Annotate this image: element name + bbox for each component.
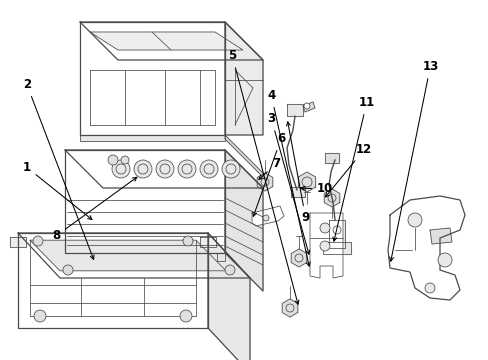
Polygon shape <box>224 22 263 135</box>
Circle shape <box>437 253 451 267</box>
Polygon shape <box>290 187 305 197</box>
Circle shape <box>121 156 129 164</box>
Polygon shape <box>80 22 224 135</box>
Circle shape <box>200 160 218 178</box>
Polygon shape <box>328 220 345 248</box>
Text: 9: 9 <box>286 122 309 224</box>
Circle shape <box>424 283 434 293</box>
Text: 8: 8 <box>52 177 137 242</box>
Polygon shape <box>207 233 249 360</box>
Polygon shape <box>217 253 224 261</box>
Text: 12: 12 <box>325 143 372 197</box>
Text: 11: 11 <box>332 96 374 241</box>
Circle shape <box>183 236 193 246</box>
Circle shape <box>34 310 46 322</box>
Circle shape <box>112 160 130 178</box>
Circle shape <box>63 265 73 275</box>
Text: 3: 3 <box>267 112 309 254</box>
Polygon shape <box>324 189 339 207</box>
Text: 6: 6 <box>252 132 285 216</box>
Text: 2: 2 <box>23 78 94 259</box>
Circle shape <box>134 160 152 178</box>
Polygon shape <box>65 150 224 253</box>
Circle shape <box>332 226 340 234</box>
Polygon shape <box>80 135 224 141</box>
Circle shape <box>178 160 196 178</box>
Circle shape <box>319 241 329 251</box>
Circle shape <box>319 223 329 233</box>
Polygon shape <box>325 153 338 163</box>
Text: 5: 5 <box>228 49 298 304</box>
Polygon shape <box>303 102 314 112</box>
Polygon shape <box>429 228 451 244</box>
Circle shape <box>180 310 192 322</box>
Polygon shape <box>291 249 306 267</box>
Polygon shape <box>65 150 263 188</box>
Polygon shape <box>286 104 303 116</box>
Text: 1: 1 <box>23 161 92 220</box>
Circle shape <box>407 213 421 227</box>
Polygon shape <box>251 206 284 226</box>
Polygon shape <box>90 32 243 50</box>
Circle shape <box>108 155 118 165</box>
Polygon shape <box>80 22 263 60</box>
Circle shape <box>224 265 235 275</box>
Polygon shape <box>323 242 350 254</box>
Text: 4: 4 <box>267 89 309 266</box>
Polygon shape <box>18 233 207 328</box>
Polygon shape <box>200 237 216 247</box>
Circle shape <box>263 215 268 221</box>
Circle shape <box>156 160 174 178</box>
Circle shape <box>222 160 240 178</box>
Polygon shape <box>18 233 249 278</box>
Circle shape <box>33 236 43 246</box>
Text: 10: 10 <box>300 183 333 195</box>
Polygon shape <box>298 172 315 192</box>
Polygon shape <box>10 237 26 247</box>
Polygon shape <box>257 173 272 191</box>
Polygon shape <box>224 150 263 291</box>
Text: 13: 13 <box>389 60 438 261</box>
Polygon shape <box>282 299 297 317</box>
Text: 7: 7 <box>259 157 280 179</box>
Polygon shape <box>30 240 225 271</box>
Polygon shape <box>309 213 342 278</box>
Circle shape <box>304 103 309 109</box>
Polygon shape <box>387 196 464 300</box>
Polygon shape <box>224 135 263 177</box>
